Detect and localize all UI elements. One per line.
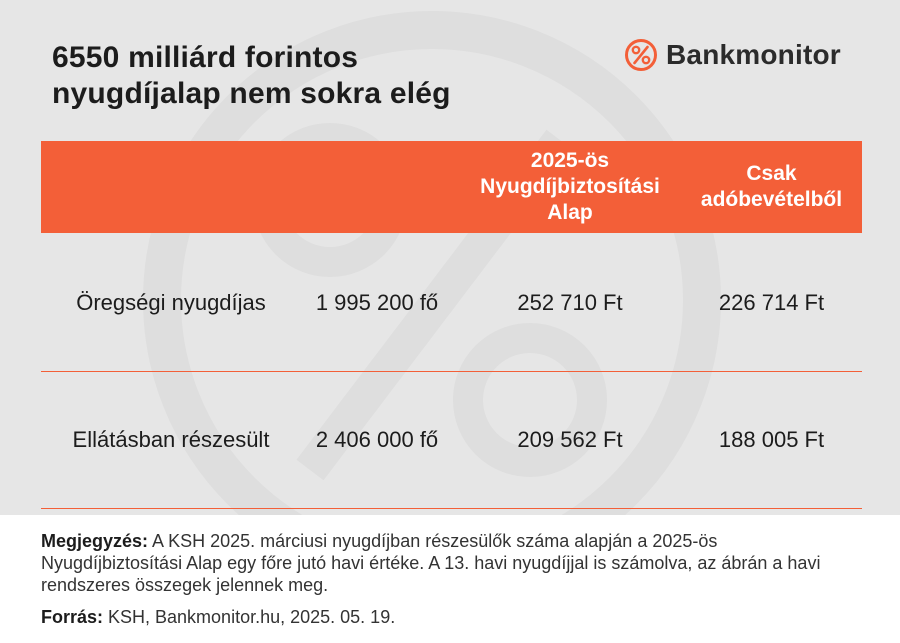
- chart-canvas: 6550 milliárd forintos nyugdíjalap nem s…: [41, 38, 862, 509]
- table-row: Öregségi nyugdíjas 1 995 200 fő 252 710 …: [41, 234, 862, 372]
- header-line: 2025-ös: [530, 149, 610, 172]
- brand-name: Bankmonitor: [666, 39, 841, 70]
- footnote-label: Megjegyzés:: [41, 531, 149, 551]
- header-line: Nyugdíjbiztosítási: [480, 175, 660, 198]
- footer: [0, 515, 900, 643]
- brand-logo: Bankmonitor: [624, 38, 841, 72]
- percent-logo-icon: [625, 39, 657, 71]
- footnote-text: A KSH 2025. márciusi nyugdíjban részesül…: [41, 531, 821, 595]
- title-line-2: nyugdíjalap nem sokra elég: [52, 77, 451, 110]
- header-line: adóbevételből: [700, 188, 843, 211]
- column-header-alap: 2025-ös Nyugdíjbiztosítási Alap: [459, 141, 681, 233]
- row-ado-value: 188 005 Ft: [718, 426, 825, 452]
- column-header-ado: Csak adóbevételből: [681, 141, 862, 233]
- footnote: Megjegyzés: A KSH 2025. márciusi nyugdíj…: [41, 530, 861, 596]
- row-alap-value: 252 710 Ft: [517, 289, 623, 315]
- source-label: Forrás:: [41, 607, 104, 627]
- source-text: KSH, Bankmonitor.hu, 2025. 05. 19.: [103, 607, 396, 627]
- row-label: Ellátásban részesült: [72, 426, 270, 452]
- header-line: Csak: [746, 162, 797, 185]
- title-line-1: 6550 milliárd forintos: [52, 41, 359, 74]
- source-line: Forrás: KSH, Bankmonitor.hu, 2025. 05. 1…: [41, 606, 395, 628]
- row-count: 1 995 200 fő: [315, 289, 439, 315]
- row-alap-value: 209 562 Ft: [517, 426, 623, 452]
- row-label: Öregségi nyugdíjas: [76, 289, 266, 315]
- table-row: Ellátásban részesült 2 406 000 fő 209 56…: [41, 371, 862, 509]
- chart-title: 6550 milliárd forintos nyugdíjalap nem s…: [52, 40, 572, 112]
- header-line: Alap: [547, 201, 593, 224]
- row-ado-value: 226 714 Ft: [718, 289, 825, 315]
- table-header: 2025-ös Nyugdíjbiztosítási Alap Csak adó…: [41, 141, 862, 233]
- row-count: 2 406 000 fő: [315, 426, 439, 452]
